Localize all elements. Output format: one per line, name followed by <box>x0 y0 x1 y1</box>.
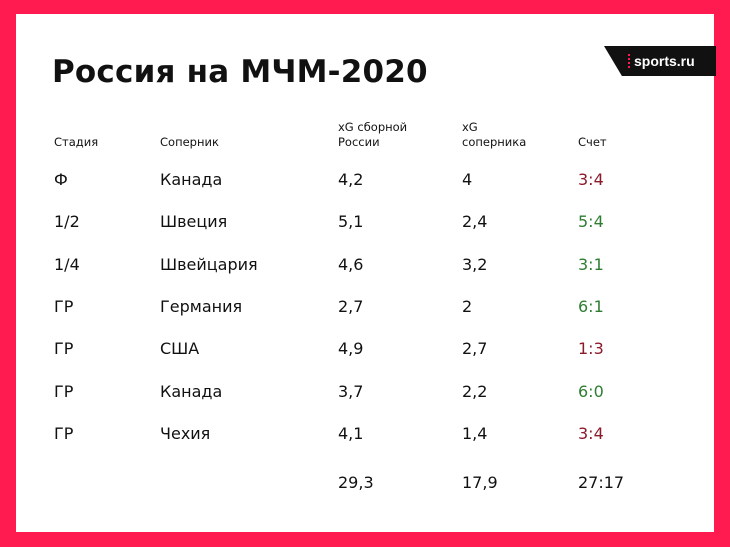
cell-score: 3:1 <box>578 254 604 274</box>
header-line-2: Счет <box>578 135 607 149</box>
header-line-1 <box>54 120 98 135</box>
total-xg-opponent: 17,9 <box>462 473 498 492</box>
cell-opponent: Чехия <box>160 423 211 443</box>
brand-logo: sports.ru <box>604 46 716 76</box>
header-stage: Стадия <box>54 120 98 150</box>
header-line-2: соперника <box>462 135 527 149</box>
cell-xg-russia: 3,7 <box>338 381 364 401</box>
cell-xg-opponent: 4 <box>462 170 473 189</box>
header-score: Счет <box>578 120 607 150</box>
cell-xg-russia: 4,6 <box>338 254 364 274</box>
cell-xg-russia: 5,1 <box>338 212 364 232</box>
cell-opponent: Канада <box>160 381 223 401</box>
total-xg-russia: 29,3 <box>338 473 374 492</box>
cell-xg-opponent: 1,4 <box>462 423 488 443</box>
header-xg-opponent: xG соперника <box>462 120 526 150</box>
cell-xg-opponent: 3,2 <box>462 254 488 274</box>
cell-stage: ГР <box>54 339 74 359</box>
total-score: 27:17 <box>578 473 625 492</box>
cell-score: 5:4 <box>578 212 604 232</box>
cell-opponent: США <box>160 339 200 359</box>
cell-xg-russia: 2,7 <box>338 296 364 316</box>
cell-opponent: Швейцария <box>160 254 258 274</box>
cell-xg-opponent: 2 <box>462 296 473 316</box>
header-line-1 <box>160 120 219 135</box>
cell-score: 1:3 <box>578 339 604 359</box>
brand-mark-icon <box>628 54 632 68</box>
cell-score: 3:4 <box>578 170 604 189</box>
cell-xg-opponent: 2,4 <box>462 212 488 232</box>
cell-opponent: Германия <box>160 296 243 316</box>
header-line-2: Стадия <box>54 135 99 149</box>
cell-stage: ГР <box>54 423 74 443</box>
cell-xg-russia: 4,9 <box>338 339 364 359</box>
cell-opponent: Швеция <box>160 212 228 232</box>
header-line-1: xG <box>462 120 478 134</box>
header-line-2: России <box>338 135 380 149</box>
cell-score: 6:1 <box>578 296 604 316</box>
cell-score: 6:0 <box>578 381 604 401</box>
cell-stage: ГР <box>54 381 74 401</box>
header-line-1: xG сборной <box>338 120 408 134</box>
cell-stage: ГР <box>54 296 74 316</box>
cell-stage: Ф <box>54 170 68 189</box>
brand-name: sports.ru <box>634 53 695 69</box>
table-card: Россия на МЧМ-2020 sports.ru Стадия Сопе… <box>16 14 716 532</box>
cell-stage: 1/4 <box>54 254 80 274</box>
cell-xg-russia: 4,2 <box>338 170 364 189</box>
cell-xg-opponent: 2,7 <box>462 339 488 359</box>
cell-stage: 1/2 <box>54 212 80 232</box>
page-title: Россия на МЧМ-2020 <box>52 54 428 90</box>
cell-xg-opponent: 2,2 <box>462 381 488 401</box>
cell-opponent: Канада <box>160 170 223 189</box>
header-line-2: Соперник <box>160 135 219 149</box>
header-opponent: Соперник <box>160 120 219 150</box>
header-xg-russia: xG сборной России <box>338 120 407 150</box>
cell-xg-russia: 4,1 <box>338 423 364 443</box>
cell-score: 3:4 <box>578 423 604 443</box>
header-line-1 <box>578 120 607 135</box>
